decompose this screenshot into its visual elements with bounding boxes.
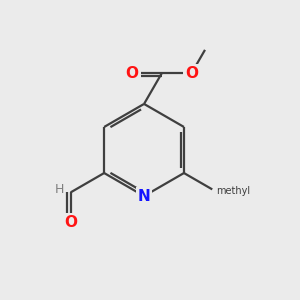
Text: N: N: [138, 189, 150, 204]
Text: O: O: [185, 65, 198, 80]
Text: O: O: [126, 65, 139, 80]
Text: H: H: [55, 184, 64, 196]
Text: methyl: methyl: [216, 186, 250, 196]
Text: O: O: [64, 214, 77, 230]
